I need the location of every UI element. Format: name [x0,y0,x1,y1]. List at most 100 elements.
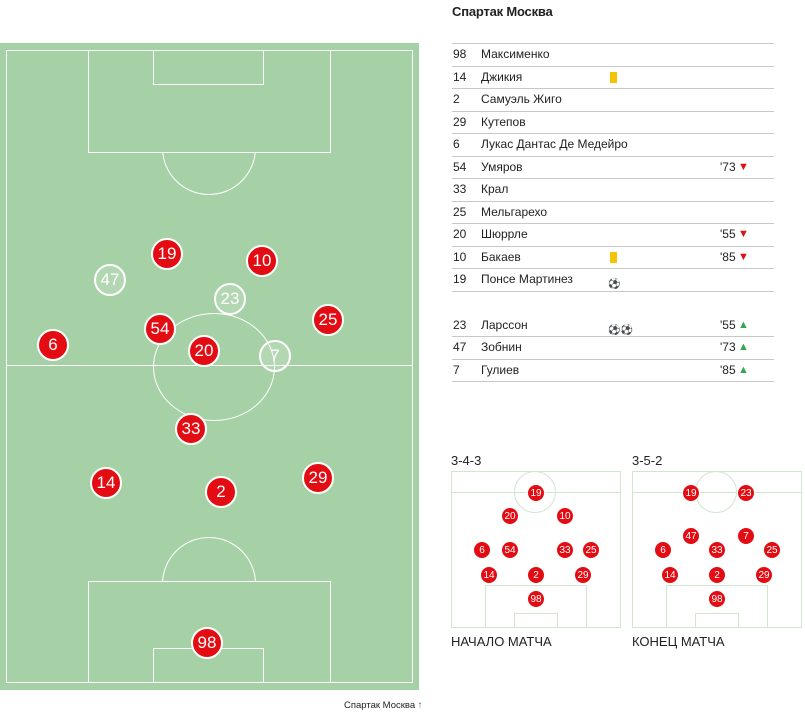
player-name: Максименко [481,47,550,61]
roster-row: 23 Ларссон ⚽⚽ '55 ▲ [452,315,774,337]
player-name: Самуэль Жиго [481,92,562,106]
substitution-minute: '73 [720,159,736,174]
formation-player-marker: 29 [755,566,773,584]
player-number: 6 [453,137,460,151]
roster-row: 33 Крал [452,179,774,202]
roster-table: 98 Максименко 14 Джикия 2 Самуэль Жиго 29 Кутеп… [452,43,774,382]
roster-row: 14 Джикия [452,67,774,89]
player-marker: 98 [191,627,223,659]
substitution-minute: '85 [720,249,736,264]
starters-list: 98 Максименко 14 Джикия 2 Самуэль Жиго 29 Кутеп… [452,43,774,292]
top-goal-area [153,50,264,85]
roster-row: 98 Максименко [452,44,774,67]
subs-list: 23 Ларссон ⚽⚽ '55 ▲ 47 Зобнин '73 ▲ 7 Гулиев '85 ▲ [452,315,774,382]
player-name: Понсе Мартинез [481,272,573,286]
arrow-up-icon: ↑ [417,700,423,711]
formation-player-marker: 33 [556,541,574,559]
player-number: 29 [453,114,467,129]
roster-row: 19 Понсе Мартинез ⚽ [452,269,774,292]
substitution-minute: '85 [720,362,736,377]
formation-player-marker: 7 [737,527,755,545]
player-number: 2 [453,92,460,106]
chevron-down-icon: ▼ [738,228,749,240]
player-number: 98 [453,47,467,61]
roster-row: 54 Умяров '73 ▼ [452,157,774,179]
formation-player-marker: 19 [527,484,545,502]
team-title: Спартак Москва [452,4,553,19]
player-number: 14 [453,69,467,84]
formation-player-marker: 6 [473,541,491,559]
formation-player-marker: 14 [480,566,498,584]
player-number: 54 [453,159,467,174]
chevron-up-icon: ▲ [738,318,749,331]
formation-end-label: 3-5-2 [632,453,663,468]
roster-row: 47 Зобнин '73 ▲ [452,337,774,360]
roster-row: 20 Шюррле '55 ▼ [452,224,774,247]
player-marker: 19 [151,238,183,270]
substitution-minute: '55 [720,317,736,332]
player-name: Гулиев [481,362,520,377]
player-name: Лукас Дантас Де Медейро [481,137,628,151]
roster-row: 7 Гулиев '85 ▲ [452,360,774,382]
yellow-card-icon [610,251,617,263]
player-number: 19 [453,272,467,286]
player-marker: 2 [205,476,237,508]
substitute-marker: 47 [94,264,126,296]
formation-player-marker: 29 [574,566,592,584]
player-marker: 6 [37,329,69,361]
player-marker: 33 [175,413,207,445]
pitch: 19 10 54 25 6 20 33 14 2 29 98 47 23 7 [0,43,419,690]
player-name: Джикия [481,69,523,84]
player-marker: 14 [90,467,122,499]
substitution-minute: '55 [720,227,736,241]
formation-player-marker: 14 [661,566,679,584]
formation-end-pitch: 19 23 47 7 6 33 25 14 2 29 98 [632,471,802,628]
player-number: 33 [453,182,467,196]
formation-player-marker: 20 [501,507,519,525]
formation-end-caption: КОНЕЦ МАТЧА [632,634,725,649]
formation-player-marker: 2 [527,566,545,584]
formation-start-label: 3-4-3 [451,453,482,468]
player-marker: 29 [302,462,334,494]
player-name: Крал [481,182,509,196]
chevron-up-icon: ▲ [738,341,749,353]
player-name: Зобнин [481,340,522,354]
chevron-up-icon: ▲ [738,363,749,376]
formation-player-marker: 6 [654,541,672,559]
player-marker: 20 [188,335,220,367]
roster-row: 2 Самуэль Жиго [452,89,774,112]
legend-label: Спартак Москва [344,700,416,711]
player-marker: 54 [144,313,176,345]
ball-icon: ⚽⚽ [608,324,633,336]
player-marker: 25 [312,304,344,336]
roster-row: 25 Мельгарехо [452,202,774,224]
substitute-marker: 7 [259,340,291,372]
formation-player-marker: 19 [682,484,700,502]
formation-start-caption: НАЧАЛО МАТЧА [451,634,552,649]
player-number: 25 [453,204,467,219]
formation-start-pitch: 19 20 10 6 54 33 25 14 2 29 98 [451,471,621,628]
player-name: Бакаев [481,249,521,264]
formation-player-marker: 98 [708,590,726,608]
formation-player-marker: 25 [582,541,600,559]
chevron-down-icon: ▼ [738,250,749,263]
ball-icon: ⚽ [608,279,621,290]
substitution-minute: '73 [720,340,736,354]
yellow-card-icon [610,71,617,83]
player-marker: 10 [246,245,278,277]
player-number: 10 [453,249,467,264]
formation-player-marker: 54 [501,541,519,559]
player-name: Шюррле [481,227,528,241]
player-number: 47 [453,340,467,354]
player-name: Мельгарехо [481,204,548,219]
formation-player-marker: 2 [708,566,726,584]
formation-player-marker: 98 [527,590,545,608]
formation-player-marker: 23 [737,484,755,502]
formation-player-marker: 10 [556,507,574,525]
player-name: Умяров [481,159,523,174]
player-name: Кутепов [481,114,526,129]
substitute-marker: 23 [214,283,246,315]
formation-player-marker: 33 [708,541,726,559]
roster-row: 29 Кутепов [452,112,774,134]
formation-player-marker: 25 [763,541,781,559]
